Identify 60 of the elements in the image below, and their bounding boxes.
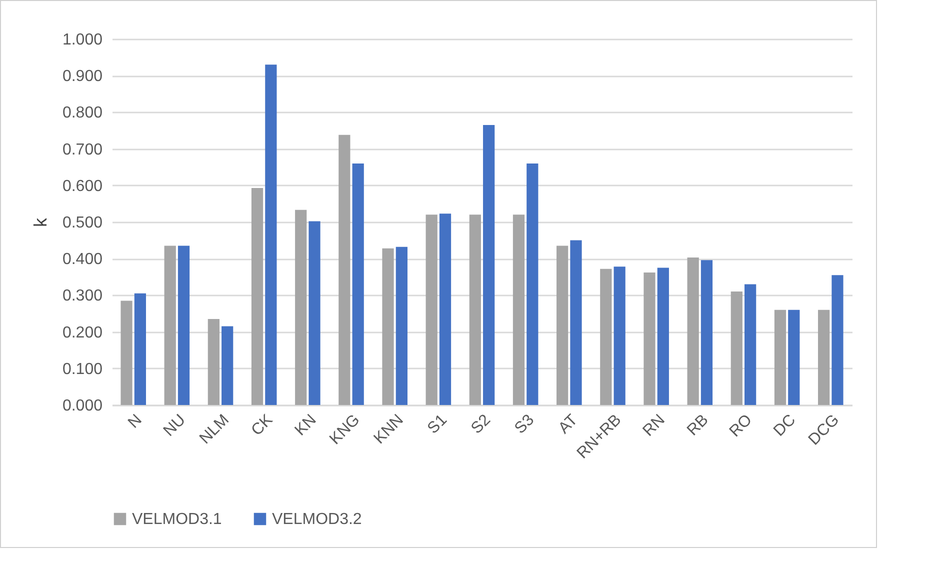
- bar: [512, 214, 525, 405]
- bar: [526, 163, 538, 405]
- bar: [178, 246, 190, 405]
- x-tick-label: KN: [292, 412, 320, 440]
- bar: [614, 266, 626, 405]
- bar: [120, 300, 132, 405]
- bar: [396, 246, 408, 405]
- bar: [265, 64, 277, 405]
- bar: [134, 293, 146, 405]
- y-tick-label: 0.000: [62, 398, 103, 414]
- y-axis-title: k: [30, 217, 50, 227]
- bar: [744, 284, 756, 405]
- bar: [730, 292, 742, 405]
- x-tick-label: RN: [640, 412, 668, 440]
- bar: [295, 210, 307, 405]
- x-tick-label: S1: [424, 411, 451, 438]
- bar: [687, 258, 699, 405]
- x-tick-label: S2: [468, 411, 494, 438]
- x-tick-label: DC: [770, 412, 800, 440]
- x-tick-label: NU: [160, 412, 189, 440]
- bar: [469, 214, 481, 405]
- bar: [164, 246, 176, 405]
- bar: [251, 188, 264, 405]
- y-tick-label: 0.900: [62, 68, 103, 86]
- legend-label: VELMOD3.1: [132, 511, 222, 528]
- bar: [483, 125, 495, 405]
- x-tick-label: RB: [684, 412, 712, 440]
- y-tick-label: 0.700: [62, 141, 103, 158]
- bar: [832, 275, 844, 405]
- y-tick-label: 0.300: [62, 288, 103, 305]
- bar: [818, 310, 830, 405]
- bar: [644, 272, 656, 405]
- x-tick-label: AT: [556, 411, 582, 438]
- x-tick-label: RO: [726, 412, 756, 440]
- bar: [657, 268, 669, 405]
- bar: [222, 326, 234, 405]
- y-tick-label: 1.000: [62, 32, 103, 48]
- bar: [774, 310, 786, 405]
- y-tick-label: 0.600: [62, 178, 103, 195]
- bar: [600, 268, 612, 405]
- bar: [426, 214, 438, 405]
- y-tick-label: 0.800: [62, 104, 103, 122]
- y-tick-label: 0.400: [62, 251, 103, 268]
- x-tick-label: CK: [248, 411, 276, 440]
- bar: [352, 163, 364, 405]
- bar: [382, 248, 394, 405]
- bar: [439, 214, 452, 405]
- x-tick-label: S3: [512, 411, 538, 438]
- bar: [700, 260, 713, 405]
- y-tick-label: 0.500: [62, 214, 103, 232]
- bar: [556, 246, 568, 405]
- x-tick-label: N: [125, 412, 146, 432]
- y-tick-label: 0.100: [62, 360, 103, 378]
- y-tick-label: 0.200: [62, 324, 103, 342]
- bar: [308, 221, 320, 405]
- bar: [338, 134, 350, 405]
- bar: [788, 310, 800, 405]
- bar: [570, 240, 582, 405]
- legend-label: VELMOD3.2: [272, 511, 362, 528]
- bar: [208, 318, 220, 405]
